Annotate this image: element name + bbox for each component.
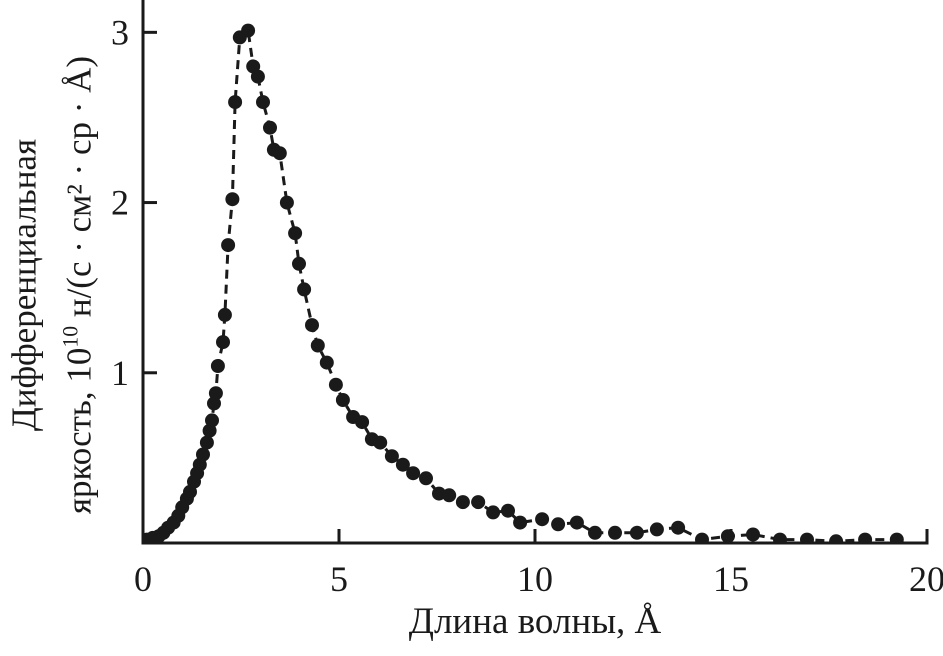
data-point xyxy=(800,532,814,543)
data-point xyxy=(297,282,312,297)
data-point xyxy=(671,520,686,535)
data-point xyxy=(395,457,410,472)
y-tick-label-2: 2 xyxy=(111,183,129,223)
y-axis-label-line2: яркость, 1010 н/(с · см² · ср · Å) xyxy=(58,55,99,515)
x-tick-label-5: 5 xyxy=(330,559,348,599)
exponent: 10 xyxy=(58,325,83,348)
y-axis-label: Дифференциальная яркость, 1010 н/(с · см… xyxy=(2,56,103,514)
data-series xyxy=(143,23,904,543)
data-point xyxy=(208,386,223,401)
data-point xyxy=(205,413,219,428)
data-point xyxy=(442,488,457,503)
data-point xyxy=(305,318,319,333)
x-tick-label-15: 15 xyxy=(713,559,749,599)
data-point xyxy=(513,515,528,530)
data-point xyxy=(608,525,622,540)
x-tick-label-0: 0 xyxy=(134,559,152,599)
data-point xyxy=(199,435,214,450)
data-point xyxy=(501,503,515,518)
data-point xyxy=(228,95,243,110)
data-point xyxy=(889,532,904,543)
y-tick-label-3: 3 xyxy=(111,12,129,52)
data-point xyxy=(217,307,232,322)
y-axis-label-line1: Дифференциальная xyxy=(4,138,44,432)
data-point xyxy=(288,226,303,241)
data-point xyxy=(241,23,256,38)
data-point xyxy=(279,195,294,210)
data-point xyxy=(221,238,236,253)
data-point xyxy=(328,377,343,392)
data-point xyxy=(695,532,709,543)
data-point xyxy=(551,517,566,532)
data-point xyxy=(373,435,388,450)
data-point xyxy=(569,515,584,530)
y-tick-label-1: 1 xyxy=(111,353,129,393)
x-tick-label-20: 20 xyxy=(909,559,943,599)
data-point xyxy=(746,527,760,542)
data-point xyxy=(629,525,644,540)
data-point xyxy=(216,335,230,350)
data-point xyxy=(720,529,735,543)
x-axis-label: Длина волны, Å xyxy=(408,601,662,642)
data-point xyxy=(355,415,370,430)
data-point xyxy=(419,471,433,486)
data-point xyxy=(263,120,277,135)
data-point xyxy=(471,495,486,510)
data-point xyxy=(535,512,550,527)
data-point xyxy=(292,256,306,271)
data-point xyxy=(310,338,325,353)
data-point xyxy=(256,95,270,110)
data-point xyxy=(272,146,287,161)
data-point xyxy=(210,359,225,373)
data-point xyxy=(319,355,334,370)
data-point xyxy=(384,449,399,464)
data-point xyxy=(250,69,265,84)
x-tick-label-10: 10 xyxy=(517,559,553,599)
data-point xyxy=(486,505,501,520)
data-point xyxy=(225,192,240,207)
data-point xyxy=(829,534,844,543)
data-point xyxy=(196,447,210,462)
data-point xyxy=(773,532,787,543)
data-point xyxy=(455,495,470,510)
data-point xyxy=(858,532,873,543)
data-point xyxy=(649,522,664,537)
data-point xyxy=(588,525,602,540)
data-point xyxy=(335,393,350,407)
data-point xyxy=(406,466,421,481)
